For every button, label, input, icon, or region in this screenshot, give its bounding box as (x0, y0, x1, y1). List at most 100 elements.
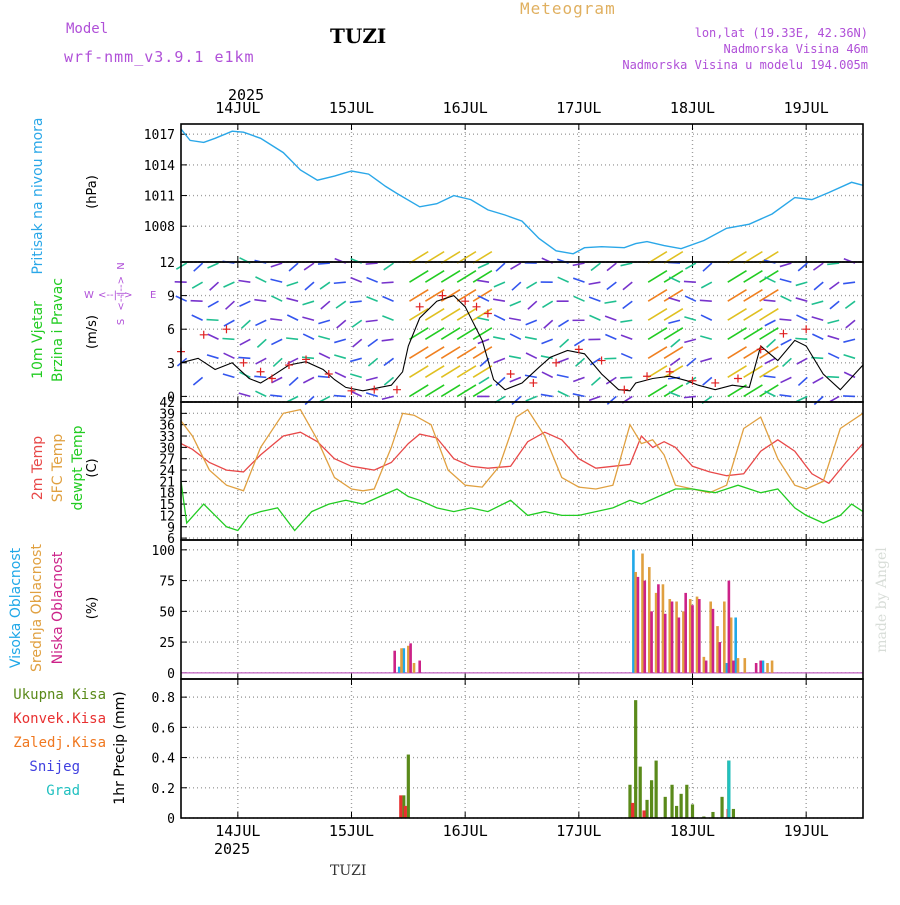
precip-bar (631, 803, 634, 818)
wind-vector (254, 376, 266, 377)
wind-vector (368, 339, 378, 346)
gust-marker (222, 325, 230, 333)
wind-vector (318, 376, 330, 377)
wind-vector (207, 377, 219, 380)
wind-vector (844, 355, 855, 359)
wind-vector (409, 385, 428, 396)
wind-vector (664, 271, 683, 282)
cloud-bar (743, 658, 746, 673)
bottom-day-label: 19JUL (784, 822, 829, 840)
wind-vector (352, 320, 362, 327)
wind-vector (409, 347, 428, 358)
wind-vector (798, 377, 807, 385)
wind-vector (700, 300, 712, 301)
wind-vector (621, 335, 632, 339)
wind-vector (271, 339, 282, 344)
wind-vector (605, 334, 616, 339)
wind-vector (334, 355, 346, 358)
cloud-bar (678, 617, 681, 672)
wind-vector (812, 317, 824, 320)
wind-vector (558, 391, 569, 396)
wind-vector (558, 320, 568, 326)
wind-vector (208, 301, 218, 307)
wind-vector (591, 377, 600, 385)
wind-vector (303, 377, 314, 383)
precip-bar (404, 806, 407, 818)
wind-vector (271, 263, 282, 267)
precip-bar (642, 810, 645, 818)
wind-vector (744, 309, 763, 320)
gust-marker (507, 370, 515, 378)
y-tick-label: 42 (159, 396, 175, 411)
wind-vector (222, 339, 234, 340)
precip-bar (691, 804, 694, 818)
y-tick-label: 25 (159, 636, 175, 651)
wind-vector (305, 396, 314, 404)
precip-bar (399, 795, 402, 818)
wind-vector (496, 263, 505, 271)
cloud-bar (657, 584, 660, 673)
cloud-bar (671, 602, 674, 673)
wind-vector (684, 339, 696, 342)
footer-station: TUZI (330, 863, 366, 879)
compass-east: E (150, 290, 156, 301)
cloud-bar (662, 584, 665, 673)
wind-vector (350, 374, 362, 377)
y-tick-label: 75 (159, 575, 175, 590)
cloud-bar (668, 599, 671, 673)
wind-vector (441, 347, 460, 358)
wind-vector (687, 358, 696, 366)
wind-vector (254, 300, 266, 302)
wind-vector (238, 280, 250, 282)
gust-marker (484, 310, 492, 318)
wind-vector (256, 358, 267, 364)
wind-vector (223, 396, 235, 399)
wind-vector (382, 339, 394, 341)
y-tick-label: 0 (167, 667, 175, 682)
wind-vector (728, 271, 747, 282)
temp-title-line: dewpt Temp (70, 425, 86, 510)
wind-vector (336, 301, 346, 308)
wind-vector (528, 301, 537, 309)
wind-vector (478, 296, 489, 301)
wind-vector (494, 358, 505, 362)
cloud-bar (723, 602, 726, 673)
cloud-bar (655, 593, 658, 673)
wind-vector (193, 377, 202, 385)
gust-marker (416, 303, 424, 311)
cloud-bar (689, 599, 692, 673)
wind-vector (286, 298, 298, 301)
bottom-day-label: 15JUL (329, 822, 374, 840)
wind-vector (648, 290, 667, 301)
wind-vector (441, 366, 460, 377)
wind-vector (409, 366, 428, 377)
wind-vector (526, 320, 537, 325)
gust-marker (257, 368, 265, 376)
bottom-day-label: 16JUL (443, 822, 488, 840)
compass-south: S (116, 319, 127, 325)
cloud-bar (691, 605, 694, 673)
wind-vector (590, 358, 600, 365)
wind-vector (607, 263, 616, 271)
wind-vector (620, 320, 632, 322)
precip-bar (634, 700, 637, 818)
wind-vector (353, 339, 362, 347)
y-tick-label: 100 (152, 544, 175, 559)
wind-vector (605, 301, 617, 303)
wind-vector (607, 396, 616, 404)
cloud-bar (407, 646, 410, 673)
wind-vector (457, 328, 476, 339)
wind-vector (576, 358, 585, 366)
cloud-bar (718, 642, 721, 673)
wind-vector (542, 372, 553, 377)
wind-vector (425, 271, 444, 282)
top-day-label: 17JUL (556, 99, 601, 117)
wind-vector (334, 339, 346, 342)
panel-border (181, 124, 863, 262)
wind-vector (728, 309, 747, 320)
cloud-bar (703, 657, 706, 673)
top-day-label: 14JUL (215, 99, 260, 117)
